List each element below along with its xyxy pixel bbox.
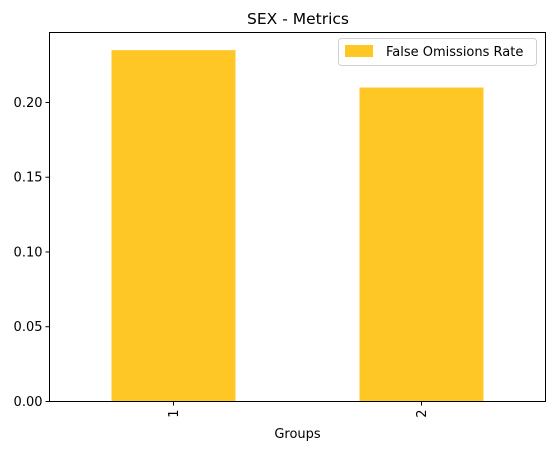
chart-title: SEX - Metrics <box>247 10 349 28</box>
bar-2 <box>359 87 484 402</box>
x-tick-label: 1 <box>167 410 182 418</box>
y-tick-label: 0.10 <box>14 245 43 260</box>
y-tick-label: 0.00 <box>14 395 43 410</box>
y-tick-label: 0.05 <box>14 320 43 335</box>
plot-frame <box>49 32 546 402</box>
legend-swatch <box>345 45 373 57</box>
y-axis: 0.00 0.05 0.10 0.15 0.20 <box>14 96 50 410</box>
y-tick-label: 0.20 <box>14 96 43 111</box>
x-tick-label: 2 <box>415 410 430 418</box>
bars <box>111 50 484 402</box>
legend-label: False Omissions Rate <box>386 45 523 60</box>
bar-1 <box>111 50 236 402</box>
x-axis-label: Groups <box>274 427 321 442</box>
legend: False Omissions Rate <box>338 38 537 66</box>
y-tick-label: 0.15 <box>14 171 43 186</box>
legend-box <box>338 38 537 66</box>
